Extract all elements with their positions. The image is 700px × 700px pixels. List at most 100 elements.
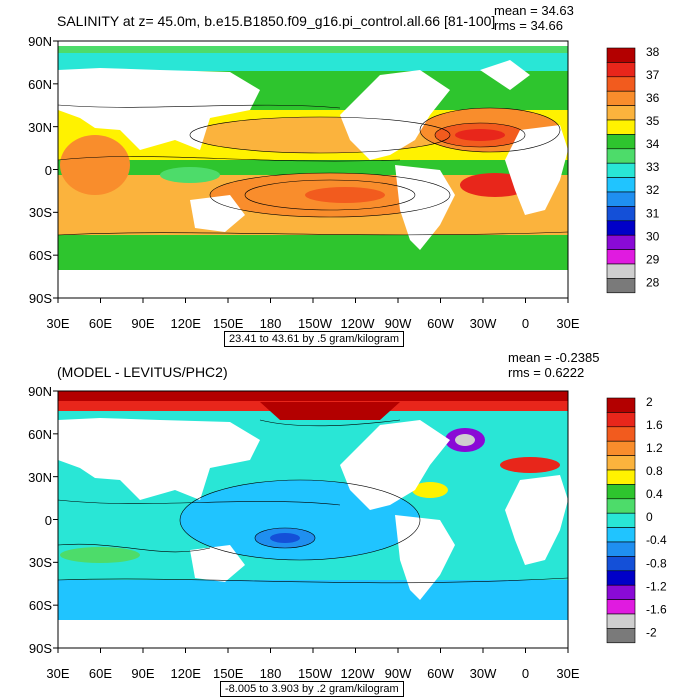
colorbar-swatch xyxy=(606,134,636,150)
lon-label: 150W xyxy=(298,316,332,331)
colorbar-label: 2 xyxy=(646,395,653,409)
lat-label: 30N xyxy=(28,119,52,135)
colorbar-swatch xyxy=(606,119,636,135)
panel2-title: (MODEL - LEVITUS/PHC2) xyxy=(57,364,228,380)
colorbar-swatch xyxy=(606,512,636,528)
colorbar-swatch xyxy=(606,484,636,500)
colorbar-swatch xyxy=(606,162,636,178)
colorbar-label: 33 xyxy=(646,160,660,174)
colorbar-swatch xyxy=(606,613,636,629)
colorbar-label: 1.6 xyxy=(646,418,663,432)
colorbar-label: 37 xyxy=(646,68,660,82)
lon-label: 120W xyxy=(340,316,375,331)
lon-label: 30E xyxy=(46,666,70,681)
panel1-mean: mean = 34.63 xyxy=(494,3,574,18)
colorbar-swatch xyxy=(606,469,636,485)
panel1-map xyxy=(58,41,568,298)
colorbar-label: 31 xyxy=(646,206,660,220)
lon-label: 90W xyxy=(384,316,412,331)
colorbar-swatch xyxy=(606,426,636,442)
lat-label: 90N xyxy=(28,34,52,49)
colorbar-label: -0.8 xyxy=(646,556,667,570)
colorbar-swatch xyxy=(606,541,636,557)
panel2-mean: mean = -0.2385 xyxy=(508,350,600,365)
lon-label: 90E xyxy=(131,666,155,681)
colorbar-swatch xyxy=(606,527,636,543)
lat-label: 60N xyxy=(28,426,52,442)
lon-label: 90W xyxy=(384,666,412,681)
lon-label: 60W xyxy=(427,316,454,331)
lon-label: 150E xyxy=(213,316,244,331)
colorbar-swatch xyxy=(606,263,636,279)
colorbar-label: 1.2 xyxy=(646,441,663,455)
colorbar-label: 0 xyxy=(646,510,653,524)
colorbar-label: -0.4 xyxy=(646,533,667,547)
lat-label: 30S xyxy=(28,555,52,571)
colorbar-swatch xyxy=(606,177,636,193)
colorbar-label: 32 xyxy=(646,183,660,197)
panel2-colorbar: 2 1.6 1.2 0.8 0.4 0 -0.4 -0.8 -1.2 -1.6 -2 xyxy=(606,395,667,644)
panel2-contour-info: -8.005 to 3.903 by .2 gram/kilogram xyxy=(220,681,404,697)
colorbar-label: 0.8 xyxy=(646,464,663,478)
colorbar-swatch xyxy=(606,206,636,222)
colorbar-swatch xyxy=(606,556,636,572)
colorbar-swatch xyxy=(606,440,636,456)
colorbar-swatch xyxy=(606,455,636,471)
colorbar-swatch xyxy=(606,278,636,294)
lon-label: 150W xyxy=(298,666,332,681)
panel2-rms: rms = 0.6222 xyxy=(508,365,585,380)
lon-label: 150E xyxy=(213,666,244,681)
lat-label: 0 xyxy=(44,162,52,178)
colorbar-label: 28 xyxy=(646,275,660,289)
lon-label: 30E xyxy=(556,316,580,331)
panel1-title: SALINITY at z= 45.0m, b.e15.B1850.f09_g1… xyxy=(57,13,496,29)
colorbar-swatch xyxy=(606,584,636,600)
colorbar-swatch xyxy=(606,498,636,514)
colorbar-label: 0.4 xyxy=(646,487,663,501)
lon-label: 30W xyxy=(469,316,497,331)
lat-label: 60S xyxy=(28,598,52,614)
lon-label: 60W xyxy=(427,666,454,681)
lon-label: 180 xyxy=(259,666,282,681)
lon-label: 30W xyxy=(469,666,497,681)
colorbar-label: 36 xyxy=(646,91,660,105)
colorbar-swatch xyxy=(606,628,636,644)
colorbar-swatch xyxy=(606,234,636,250)
colorbar-swatch xyxy=(606,105,636,121)
colorbar-swatch xyxy=(606,76,636,92)
lon-label: 120E xyxy=(170,316,201,331)
colorbar-swatch xyxy=(606,148,636,164)
lon-label: 60E xyxy=(88,666,113,681)
colorbar-swatch xyxy=(606,397,636,413)
lat-label: 60S xyxy=(28,248,52,264)
lat-label: 30N xyxy=(28,469,52,485)
lat-label: 60N xyxy=(28,76,52,92)
colorbar-swatch xyxy=(606,599,636,615)
colorbar-label: 30 xyxy=(646,229,660,243)
colorbar-label: 34 xyxy=(646,137,660,151)
panel1-rms: rms = 34.66 xyxy=(494,18,564,33)
colorbar-swatch xyxy=(606,62,636,78)
panel2-map xyxy=(58,391,568,648)
lon-label: 60E xyxy=(88,316,113,331)
colorbar-label: -1.2 xyxy=(646,579,667,593)
colorbar-swatch xyxy=(606,191,636,207)
lon-label: 30E xyxy=(556,666,580,681)
colorbar-label: 35 xyxy=(646,114,660,128)
lon-label: 120W xyxy=(340,666,375,681)
panel1-colorbar: 38 37 36 35 34 33 32 31 30 29 28 xyxy=(606,45,660,294)
panel1-contour-info: 23.41 to 43.61 by .5 gram/kilogram xyxy=(224,331,404,347)
lon-label: 90E xyxy=(131,316,155,331)
lat-label: 90S xyxy=(28,641,52,656)
colorbar-swatch xyxy=(606,249,636,265)
lat-label: 90S xyxy=(28,291,52,306)
lon-label: 180 xyxy=(259,316,282,331)
colorbar-swatch xyxy=(606,47,636,63)
lon-label: 30E xyxy=(46,316,70,331)
colorbar-swatch xyxy=(606,220,636,236)
lon-label: 0 xyxy=(521,666,530,681)
lon-label: 0 xyxy=(521,316,530,331)
colorbar-label: 38 xyxy=(646,45,660,59)
lat-label: 0 xyxy=(44,512,52,528)
